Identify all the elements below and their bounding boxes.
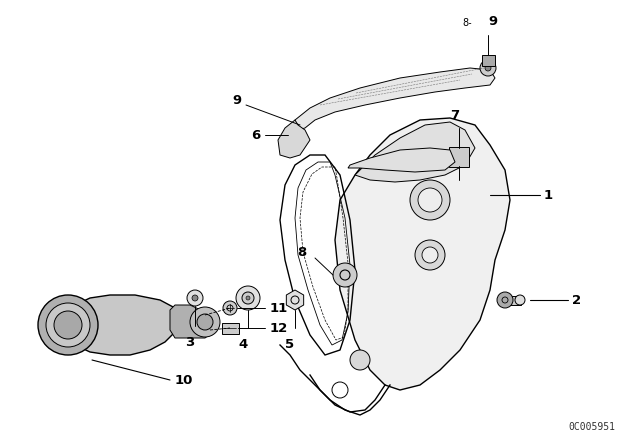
- Circle shape: [46, 303, 90, 347]
- Circle shape: [197, 314, 213, 330]
- Circle shape: [515, 295, 525, 305]
- Polygon shape: [295, 68, 495, 130]
- Circle shape: [497, 292, 513, 308]
- FancyBboxPatch shape: [481, 55, 495, 65]
- Circle shape: [187, 290, 203, 306]
- Text: 2: 2: [572, 293, 581, 306]
- Circle shape: [350, 350, 370, 370]
- Text: 12: 12: [270, 322, 288, 335]
- Polygon shape: [355, 122, 475, 182]
- Polygon shape: [278, 120, 310, 158]
- Circle shape: [38, 295, 98, 355]
- Circle shape: [246, 296, 250, 300]
- FancyBboxPatch shape: [221, 323, 239, 333]
- Text: 3: 3: [186, 336, 195, 349]
- Circle shape: [223, 301, 237, 315]
- Text: 8: 8: [297, 246, 306, 258]
- Text: 7: 7: [451, 109, 460, 122]
- Text: 4: 4: [238, 338, 248, 351]
- Text: 9: 9: [232, 94, 241, 107]
- FancyBboxPatch shape: [449, 147, 469, 167]
- Text: 1: 1: [544, 189, 553, 202]
- Text: 6: 6: [251, 129, 260, 142]
- Polygon shape: [348, 148, 455, 172]
- Circle shape: [418, 188, 442, 212]
- Text: 8-: 8-: [462, 18, 472, 28]
- Text: 0C005951: 0C005951: [568, 422, 615, 432]
- Text: 9: 9: [488, 15, 497, 28]
- Polygon shape: [335, 118, 510, 390]
- Polygon shape: [286, 290, 303, 310]
- Circle shape: [242, 292, 254, 304]
- Circle shape: [54, 311, 82, 339]
- Circle shape: [236, 286, 260, 310]
- FancyBboxPatch shape: [499, 296, 520, 305]
- Text: 11: 11: [270, 302, 288, 314]
- Circle shape: [480, 60, 496, 76]
- Circle shape: [333, 263, 357, 287]
- Circle shape: [485, 65, 491, 71]
- Circle shape: [410, 180, 450, 220]
- Circle shape: [415, 240, 445, 270]
- Circle shape: [192, 295, 198, 301]
- Circle shape: [422, 247, 438, 263]
- Circle shape: [190, 307, 220, 337]
- Polygon shape: [50, 295, 180, 355]
- Text: 5: 5: [285, 338, 294, 351]
- Polygon shape: [170, 305, 215, 338]
- Text: 10: 10: [175, 374, 193, 387]
